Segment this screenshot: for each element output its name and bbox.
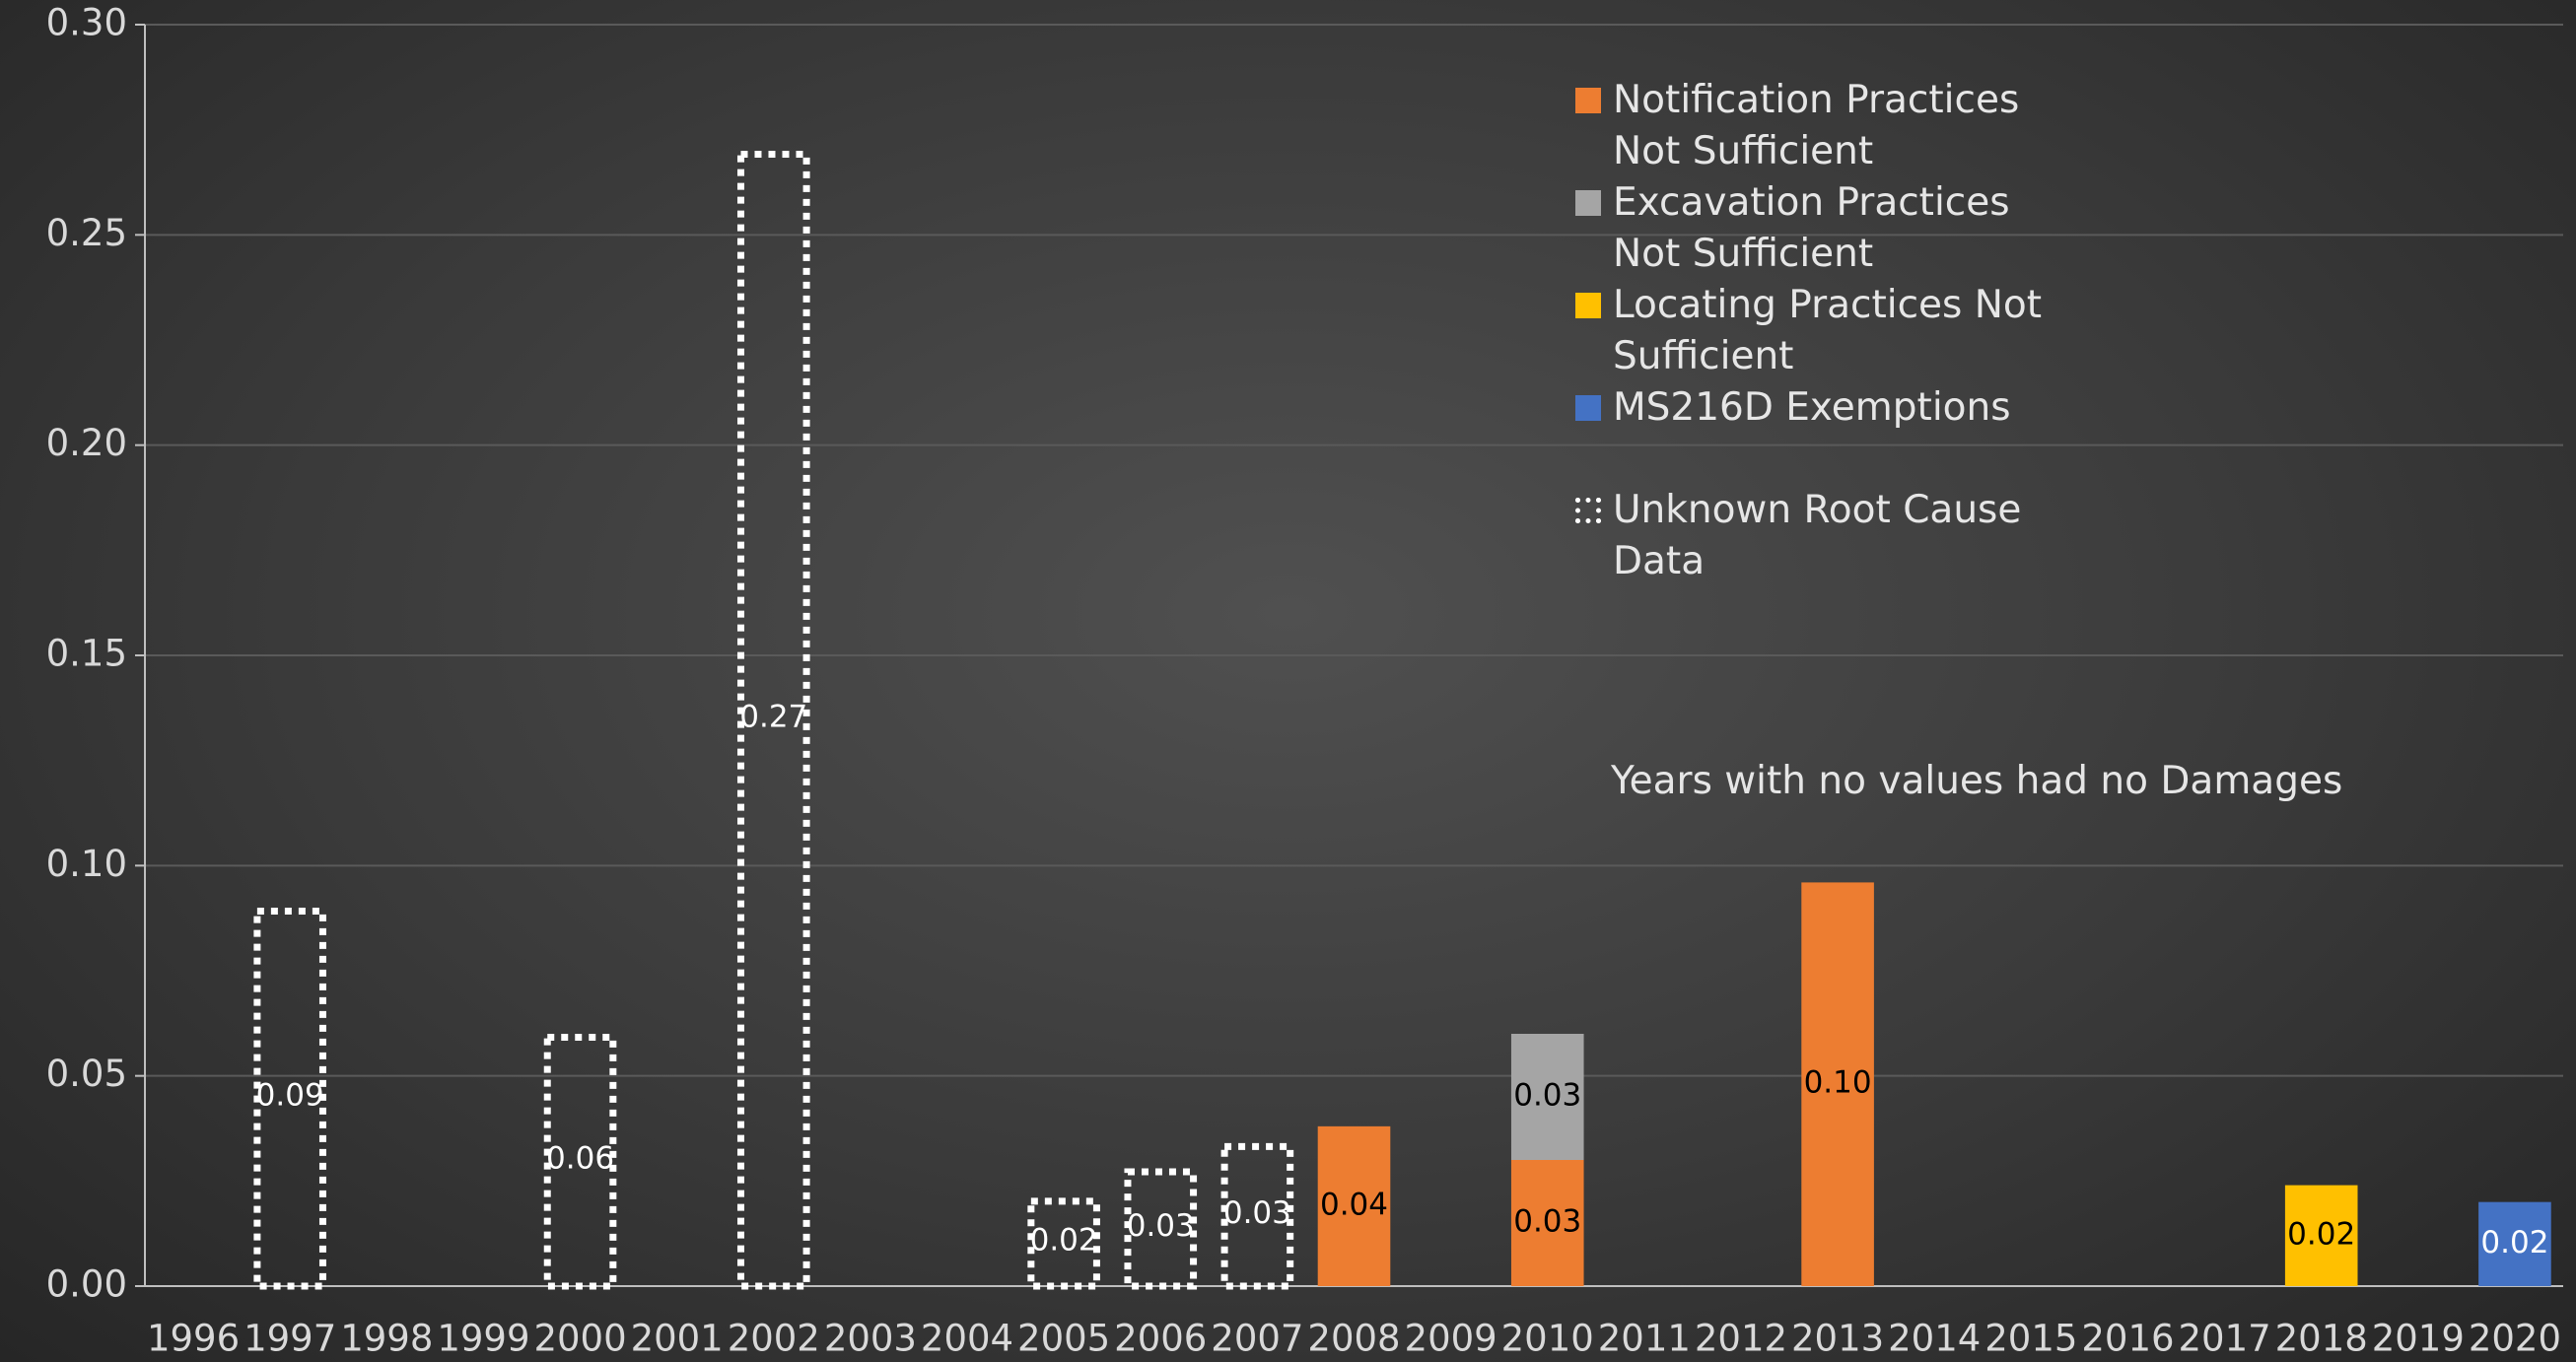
legend-entry: Locating Practices Not Sufficient bbox=[1575, 280, 2127, 382]
x-tick-label: 2017 bbox=[2178, 1318, 2270, 1360]
x-tick-label: 2007 bbox=[1211, 1318, 1303, 1360]
bar bbox=[253, 908, 326, 1290]
legend-label: Notification Practices Not Sufficient bbox=[1613, 78, 2020, 173]
x-tick-label: 2002 bbox=[728, 1318, 820, 1360]
annotation: Years with no values had no Damages bbox=[1611, 759, 2343, 803]
x-tick-label: 2020 bbox=[2469, 1318, 2561, 1360]
bar bbox=[1510, 1160, 1584, 1286]
x-tick-label: 2019 bbox=[2372, 1318, 2465, 1360]
x-tick-label: 1997 bbox=[244, 1318, 336, 1360]
x-tick-label: 2013 bbox=[1791, 1318, 1884, 1360]
y-tick-label: 0.30 bbox=[46, 2, 127, 44]
legend-swatch bbox=[1575, 395, 1601, 421]
legend: Notification Practices Not Sufficient Exc… bbox=[1575, 75, 2127, 587]
x-tick-label: 1996 bbox=[147, 1318, 240, 1360]
x-tick-label: 1999 bbox=[437, 1318, 529, 1360]
bar bbox=[1510, 1034, 1584, 1160]
data-label: 0.03 bbox=[1127, 1208, 1195, 1244]
y-tick-label: 0.10 bbox=[46, 843, 127, 885]
x-tick-label: 2001 bbox=[631, 1318, 724, 1360]
x-tick-label: 2003 bbox=[824, 1318, 917, 1360]
data-label: 0.04 bbox=[1320, 1187, 1388, 1222]
legend-swatch bbox=[1575, 88, 1601, 113]
x-tick-label: 2012 bbox=[1695, 1318, 1787, 1360]
legend-label: MS216D Exemptions bbox=[1613, 385, 2011, 430]
y-tick-label: 0.25 bbox=[46, 212, 127, 254]
data-label: 0.02 bbox=[2287, 1216, 2355, 1252]
x-tick-label: 2011 bbox=[1598, 1318, 1691, 1360]
bar bbox=[543, 1034, 617, 1290]
bar bbox=[2284, 1185, 2358, 1286]
legend-label: Excavation Practices Not Sufficient bbox=[1613, 180, 2010, 276]
x-tick-label: 2000 bbox=[533, 1318, 626, 1360]
legend-label: Locating Practices Not Sufficient bbox=[1613, 283, 2043, 378]
x-tick-label: 2008 bbox=[1307, 1318, 1400, 1360]
x-tick-label: 2014 bbox=[1888, 1318, 1981, 1360]
bar bbox=[1124, 1168, 1198, 1290]
legend-entry: Unknown Root Cause Data bbox=[1575, 485, 2127, 587]
legend-entry: MS216D Exemptions bbox=[1575, 382, 2127, 434]
data-label: 0.09 bbox=[256, 1078, 324, 1114]
bar bbox=[1317, 1125, 1391, 1286]
legend-swatch bbox=[1575, 293, 1601, 318]
bar bbox=[1220, 1142, 1294, 1290]
bar bbox=[2478, 1201, 2551, 1286]
legend-swatch bbox=[1575, 190, 1601, 216]
x-tick-label: 2006 bbox=[1114, 1318, 1207, 1360]
x-tick-label: 2016 bbox=[2081, 1318, 2174, 1360]
data-label: 0.27 bbox=[739, 700, 807, 735]
data-label: 0.03 bbox=[1223, 1195, 1291, 1231]
x-tick-label: 2015 bbox=[1984, 1318, 2077, 1360]
x-tick-label: 2009 bbox=[1405, 1318, 1497, 1360]
data-label: 0.03 bbox=[1513, 1204, 1581, 1240]
bar bbox=[736, 151, 810, 1290]
data-label: 0.03 bbox=[1513, 1078, 1581, 1114]
data-label: 0.02 bbox=[2480, 1225, 2548, 1260]
data-label: 0.10 bbox=[1804, 1065, 1872, 1101]
y-tick-label: 0.00 bbox=[46, 1263, 127, 1306]
legend-entry: Notification Practices Not Sufficient bbox=[1575, 75, 2127, 177]
x-tick-label: 2005 bbox=[1017, 1318, 1110, 1360]
y-tick-label: 0.15 bbox=[46, 633, 127, 675]
x-tick-label: 2004 bbox=[921, 1318, 1013, 1360]
legend-label: Unknown Root Cause Data bbox=[1613, 488, 2022, 583]
y-tick-label: 0.05 bbox=[46, 1053, 127, 1095]
x-tick-label: 2018 bbox=[2275, 1318, 2368, 1360]
data-label: 0.02 bbox=[1030, 1223, 1098, 1259]
bar bbox=[1801, 882, 1874, 1286]
y-tick-label: 0.20 bbox=[46, 422, 127, 464]
data-label: 0.06 bbox=[546, 1141, 614, 1177]
x-tick-label: 1998 bbox=[340, 1318, 433, 1360]
legend-swatch bbox=[1575, 498, 1601, 523]
legend-entry: Excavation Practices Not Sufficient bbox=[1575, 177, 2127, 280]
x-tick-label: 2010 bbox=[1501, 1318, 1594, 1360]
bar bbox=[1027, 1197, 1100, 1290]
